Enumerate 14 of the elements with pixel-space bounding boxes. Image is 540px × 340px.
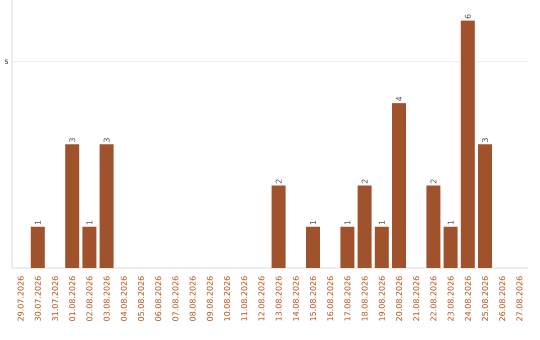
bar <box>426 186 440 268</box>
bar <box>444 226 458 268</box>
bar <box>460 20 475 268</box>
bar <box>30 226 45 268</box>
bar <box>392 103 406 268</box>
bar <box>358 186 372 268</box>
bar <box>340 226 354 268</box>
bar <box>272 186 286 268</box>
bar <box>100 144 114 268</box>
bar <box>306 226 320 268</box>
bar <box>478 144 492 268</box>
bar <box>82 226 96 268</box>
bar <box>65 144 80 268</box>
bar <box>374 226 389 268</box>
